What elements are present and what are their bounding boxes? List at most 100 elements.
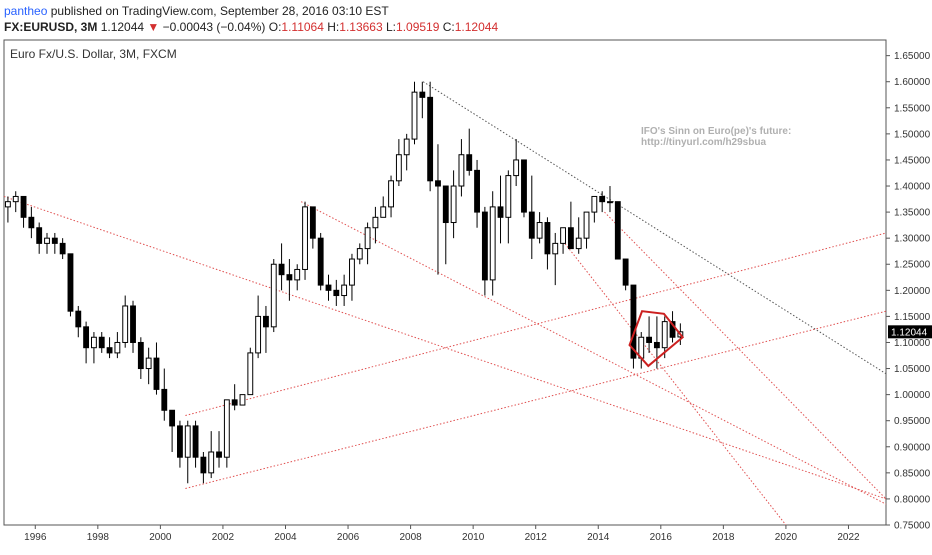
candle-body [20, 195, 27, 218]
y-tick-label: 1.55000 [894, 103, 931, 114]
x-tick-label: 2016 [650, 532, 673, 543]
candle [153, 342, 160, 395]
price-tag: 1.12044 [888, 325, 932, 339]
candle [98, 332, 105, 353]
candle-body [622, 258, 629, 286]
candle-body [552, 242, 559, 255]
candle [669, 311, 676, 343]
candle-body [59, 242, 66, 255]
change-value: −0.00043 (−0.04%) [162, 20, 266, 34]
open-label: O: [268, 20, 282, 34]
y-tick-label: 1.65000 [894, 51, 931, 62]
candle [302, 201, 308, 280]
candle-body [599, 195, 606, 203]
candle [90, 332, 97, 364]
trendline-1 [300, 201, 887, 505]
candle [341, 274, 348, 306]
y-tick-label: 1.20000 [894, 286, 931, 297]
candle-body [90, 336, 97, 349]
candle [122, 295, 129, 348]
candle-body [544, 222, 551, 255]
open-value: 1.11064 [281, 20, 324, 34]
candle [223, 399, 230, 468]
candle-body [356, 248, 363, 260]
candle [278, 243, 285, 291]
y-tick-label: 0.80000 [894, 494, 931, 505]
y-tick-label: 1.50000 [894, 129, 931, 140]
candle-body [427, 96, 434, 182]
candle-body [442, 185, 449, 224]
candle [419, 81, 426, 119]
x-tick-label: 2018 [712, 532, 735, 543]
candle-body [333, 289, 340, 297]
candle-body [28, 216, 35, 229]
candle [106, 337, 113, 359]
candle-body [44, 237, 50, 244]
candle [395, 139, 402, 187]
candle [544, 217, 551, 270]
low-value: 1.09519 [396, 20, 440, 34]
change-arrow-icon: ▼ [147, 20, 160, 34]
candle [161, 368, 168, 421]
high-value: 1.13663 [339, 20, 383, 34]
candle [130, 300, 136, 353]
candle [497, 175, 504, 244]
candle [450, 170, 457, 239]
candle [192, 420, 199, 468]
candle-body [474, 169, 480, 213]
candle [630, 284, 637, 369]
x-tick-label: 2002 [212, 532, 235, 543]
candle-body [567, 227, 574, 250]
candle [388, 175, 394, 218]
price-chart[interactable]: Euro Fx/U.S. Dollar, 3M, FXCM 1.65000 1.6… [0, 38, 932, 550]
high-label: H: [327, 20, 340, 34]
x-tick-label: 2012 [525, 532, 548, 543]
candle [263, 305, 269, 353]
symbol-line: FX:EURUSD, 3M 1.12044 ▼ −0.00043 (−0.04%… [4, 20, 498, 34]
candle [200, 451, 207, 484]
candle [474, 159, 480, 228]
candle-body [388, 180, 394, 208]
candle [505, 170, 512, 244]
candle [67, 253, 74, 317]
candle [356, 243, 363, 265]
candle-body [177, 425, 183, 458]
candle [567, 201, 574, 250]
candle-body [122, 305, 129, 343]
candle-body [395, 154, 402, 182]
y-tick-label: 1.30000 [894, 234, 931, 245]
candle-body [669, 321, 676, 338]
candle-body [403, 138, 410, 156]
candle [646, 316, 653, 353]
y-tick-label: 0.95000 [894, 416, 931, 427]
x-tick-label: 2000 [149, 532, 172, 543]
candle-body [521, 159, 527, 213]
low-label: L: [386, 20, 397, 34]
y-tick-label: 1.60000 [894, 77, 931, 88]
candle-body [200, 456, 207, 474]
candle [169, 409, 176, 452]
candle-body [341, 284, 348, 297]
candle-body [270, 263, 277, 328]
candle [294, 264, 301, 291]
candle-body [364, 227, 371, 250]
candle [442, 185, 449, 265]
candle-body [536, 222, 543, 239]
candle [51, 232, 58, 254]
candle-body [106, 347, 113, 354]
candle [349, 253, 355, 301]
candle-body [419, 91, 426, 98]
author-link[interactable]: pantheo [4, 4, 48, 18]
candle [552, 232, 559, 286]
candle [458, 139, 465, 197]
close-value: 1.12044 [454, 20, 499, 34]
chart-title: Euro Fx/U.S. Dollar, 3M, FXCM [10, 47, 177, 61]
trendline-2 [185, 310, 887, 489]
candle [333, 279, 340, 306]
candle-body [560, 227, 566, 244]
candle-body [380, 206, 387, 218]
chart-area[interactable]: Euro Fx/U.S. Dollar, 3M, FXCM 1.65000 1.6… [0, 38, 932, 555]
candle [622, 258, 629, 291]
candle-body [4, 201, 11, 208]
candle-body [458, 154, 465, 187]
